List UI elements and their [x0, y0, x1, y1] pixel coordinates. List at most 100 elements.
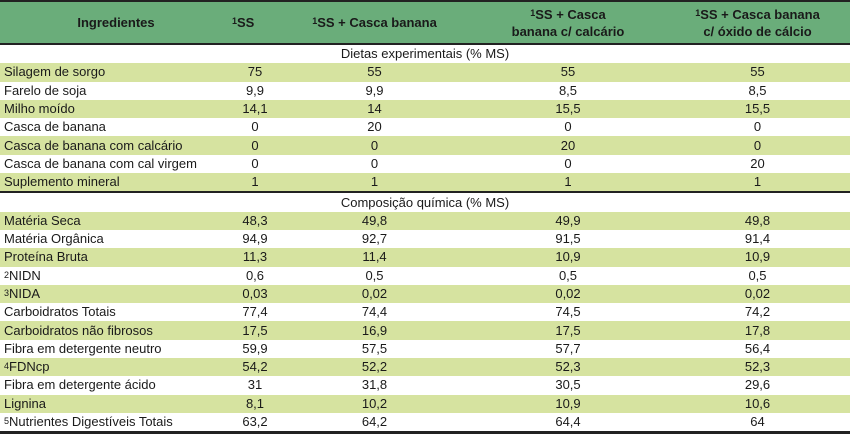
value-cell: 1 — [232, 173, 278, 194]
value-cell: 52,3 — [744, 359, 771, 375]
footnote-marker: 5 — [4, 416, 10, 427]
row-label: Fibra em detergente ácido — [0, 376, 232, 394]
value-cell: 1 — [278, 173, 471, 194]
footnote-marker: 2 — [4, 269, 10, 280]
value-cell: 0 — [251, 137, 259, 153]
table-row: Casca de banana com calcário 0 0 20 0 — [0, 136, 850, 155]
row-label: Milho moído — [0, 100, 232, 118]
table-row: Silagem de sorgo 75 55 55 55 — [0, 63, 850, 82]
table-row: 4FDNcp 54,2 52,2 52,3 52,3 — [0, 358, 850, 377]
header-ss: 1SS — [232, 0, 278, 45]
row-label: Carboidratos Totais — [0, 303, 232, 321]
header-ingredientes: Ingredientes — [0, 0, 232, 45]
row-label: 4FDNcp — [0, 358, 232, 376]
value-cell: 0 — [251, 119, 259, 135]
header-ss-casca-calcario: 1SS + Casca banana c/ calcário — [471, 0, 665, 45]
value-cell: 0,02 — [744, 286, 771, 301]
header-ss-casca-banana: 1SS + Casca banana — [278, 0, 471, 45]
row-label: Proteína Bruta — [0, 248, 232, 266]
value-cell: 20 — [560, 137, 576, 153]
table-row: 3NIDA 0,03 0,02 0,02 0,02 — [0, 284, 850, 304]
value-cell: 54,2 — [242, 359, 268, 375]
value-cell: 91,4 — [744, 231, 771, 247]
value-cell: 0 — [564, 119, 572, 135]
row-label-text: Farelo de soja — [4, 82, 87, 98]
value-cell: 0 — [251, 155, 259, 171]
row-label-text: FDNcp — [9, 359, 50, 375]
table-row: Casca de banana 0 20 0 0 — [0, 118, 850, 136]
row-label-text: Carboidratos não fibrosos — [4, 322, 153, 338]
value-cell: 0,5 — [365, 267, 384, 283]
value-cell: 8,5 — [558, 82, 578, 98]
value-cell: 1 — [471, 173, 665, 194]
value-cell: 10,6 — [744, 395, 771, 411]
value-cell: 10,9 — [744, 249, 771, 265]
value-cell: 94,9 — [242, 231, 268, 247]
row-label-text: Matéria Orgânica — [4, 231, 104, 247]
row-label-text: Proteína Bruta — [4, 249, 88, 265]
value-cell: 17,8 — [744, 322, 771, 338]
value-cell: 30,5 — [555, 377, 581, 393]
value-cell: 55 — [367, 64, 382, 80]
value-cell: 20 — [750, 155, 765, 171]
value-cell: 10,2 — [361, 395, 388, 411]
row-label: Carboidratos não fibrosos — [0, 321, 232, 339]
value-cell: 8,5 — [748, 82, 767, 98]
row-label-text: Fibra em detergente ácido — [4, 377, 156, 393]
table-row: 2NIDN 0,6 0,5 0,5 0,5 — [0, 267, 850, 285]
row-label: Casca de banana com cal virgem — [0, 155, 232, 173]
table-row: Matéria Seca 48,3 49,8 49,9 49,8 — [0, 211, 850, 230]
value-cell: 0,03 — [242, 286, 268, 301]
value-cell: 0 — [564, 155, 572, 171]
value-cell: 29,6 — [744, 377, 771, 393]
value-cell: 15,5 — [555, 101, 581, 117]
value-cell: 10,9 — [555, 395, 581, 411]
value-cell: 56,4 — [744, 340, 771, 356]
value-cell: 91,5 — [555, 231, 581, 247]
table-body: Dietas experimentais (% MS) Silagem de so… — [0, 44, 850, 434]
value-cell: 59,9 — [242, 340, 268, 356]
row-label: Farelo de soja — [0, 82, 232, 100]
value-cell: 55 — [750, 64, 765, 80]
value-cell: 64,2 — [278, 412, 471, 434]
table-row: Fibra em detergente ácido 31 31,8 30,5 29,6 — [0, 376, 850, 394]
value-cell: 17,5 — [242, 322, 268, 338]
value-cell: 16,9 — [361, 322, 388, 338]
value-cell: 31 — [247, 377, 263, 393]
table-row: Carboidratos não fibrosos 17,5 16,9 17,5 17,… — [0, 321, 850, 340]
value-cell: 49,9 — [555, 212, 581, 228]
section-title: Dietas experimentais (% MS) — [0, 44, 850, 64]
value-cell: 0 — [370, 155, 379, 171]
value-cell: 0 — [370, 137, 379, 153]
row-label: Fibra em detergente neutro — [0, 340, 232, 358]
value-cell: 52,3 — [555, 359, 581, 375]
row-label: 5Nutrientes Digestíveis Totais — [0, 412, 232, 434]
value-cell: 9,9 — [365, 82, 384, 98]
value-cell: 14,1 — [242, 101, 268, 117]
value-cell: 11,4 — [362, 249, 387, 265]
table-row: Fibra em detergente neutro 59,9 57,5 57,7 56… — [0, 340, 850, 358]
value-cell: 14 — [367, 101, 382, 117]
row-label: Suplemento mineral — [0, 173, 232, 194]
value-cell: 49,8 — [744, 212, 771, 228]
row-label-text: Fibra em detergente neutro — [4, 340, 162, 356]
table-row: Milho moído 14,1 14 15,5 15,5 — [0, 99, 850, 119]
row-label: 2NIDN — [0, 267, 232, 285]
table-row: Suplemento mineral 1 1 1 1 — [0, 173, 850, 194]
row-label: Lignina — [0, 395, 232, 413]
value-cell: 0 — [753, 137, 762, 153]
row-label-text: Nutrientes Digestíveis Totais — [9, 414, 173, 430]
value-cell: 74,2 — [744, 304, 771, 320]
value-cell: 31,8 — [361, 377, 388, 393]
value-cell: 75 — [247, 64, 263, 80]
value-cell: 10,9 — [555, 249, 581, 265]
row-label-text: Milho moído — [4, 101, 75, 117]
value-cell: 63,2 — [232, 412, 278, 434]
value-cell: 92,7 — [361, 231, 388, 247]
value-cell: 0 — [753, 119, 762, 135]
row-label-text: Casca de banana com calcário — [4, 137, 183, 153]
value-cell: 0,6 — [245, 267, 265, 283]
value-cell: 8,1 — [245, 395, 265, 411]
value-cell: 55 — [560, 64, 576, 80]
